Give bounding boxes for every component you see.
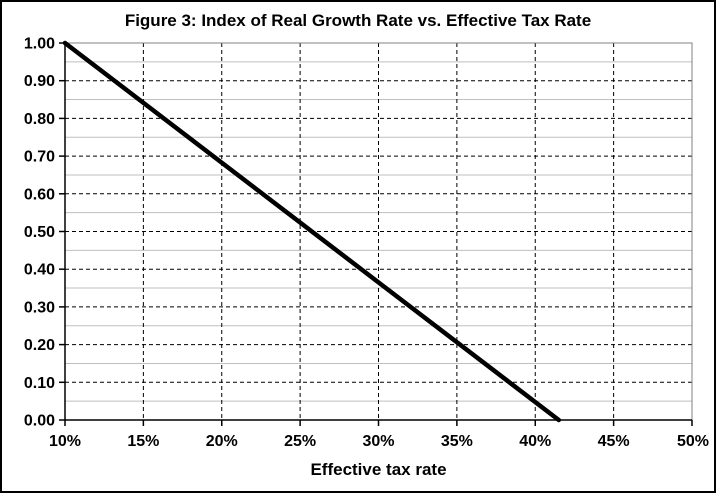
x-tick-label: 20% [206, 433, 238, 450]
x-tick-label: 35% [441, 433, 473, 450]
data-series-line [62, 40, 562, 423]
y-tick-label: 0.90 [24, 73, 55, 90]
y-tick-label: 0.30 [24, 299, 55, 316]
x-tick-label: 10% [49, 433, 81, 450]
y-tick-label: 0.10 [24, 375, 55, 392]
chart-title: Figure 3: Index of Real Growth Rate vs. … [124, 11, 592, 30]
x-tick-label: 50% [677, 433, 709, 450]
y-tick-label: 0.20 [24, 337, 55, 354]
x-tick-label: 15% [127, 433, 159, 450]
y-tick-label: 0.60 [24, 186, 55, 203]
x-tick-label: 45% [598, 433, 630, 450]
y-tick-label: 0.70 [24, 149, 55, 166]
x-tick-label: 30% [362, 433, 394, 450]
y-tick-label: 1.00 [24, 36, 55, 53]
y-tick-label: 0.80 [24, 111, 55, 128]
y-tick-label: 0.50 [24, 224, 55, 241]
x-tick-label: 25% [284, 433, 316, 450]
x-axis-title: Effective tax rate [310, 460, 447, 479]
y-tick-label: 0.00 [24, 413, 55, 430]
y-tick-label: 0.40 [24, 262, 55, 279]
x-tick-label: 40% [519, 433, 551, 450]
